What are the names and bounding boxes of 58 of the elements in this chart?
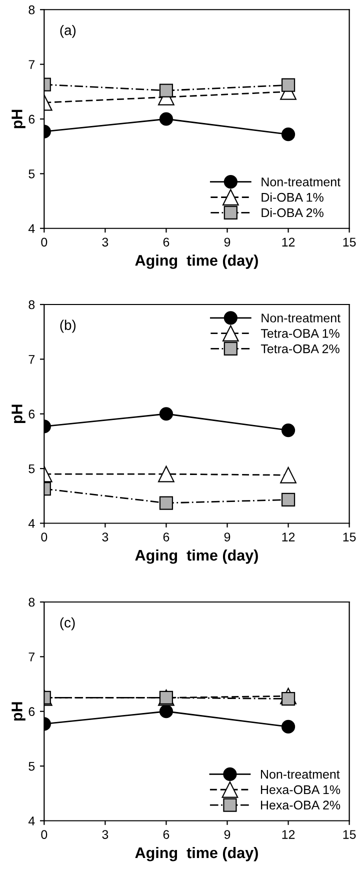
y-axis-title: pH [12, 702, 26, 721]
x-tick-label: 0 [41, 238, 48, 247]
y-tick-label: 7 [28, 652, 34, 662]
annotation: (a) [60, 24, 76, 38]
legend-label: Non-treatment [262, 178, 340, 186]
y-tick-label: 5 [28, 762, 35, 771]
x-tick-label: 9 [224, 532, 230, 542]
x-tick-label: 15 [343, 532, 356, 542]
y-tick-label: 8 [28, 300, 35, 310]
legend-label: Di-OBA 2% [262, 208, 324, 218]
x-tick-label: 12 [282, 830, 295, 839]
y-tick-label: 5 [28, 464, 35, 474]
legend-label: Hexa-OBA 2% [260, 800, 340, 810]
y-tick-label: 6 [28, 410, 35, 419]
x-tick-label: 12 [282, 238, 295, 246]
x-tick-label: 12 [282, 532, 295, 542]
legend-label: Tetra-OBA 1% [260, 328, 340, 338]
point [281, 78, 296, 92]
x-tick-label: 3 [102, 532, 108, 542]
y-axis-title: pH [12, 404, 26, 424]
x-axis-title: Aging time (day) [135, 549, 258, 564]
legend-label: Non-treatment [260, 770, 340, 779]
y-tick-label: 6 [28, 707, 35, 716]
x-axis-title: Aging time (day) [135, 846, 258, 862]
point [281, 492, 296, 507]
y-tick-label: 4 [28, 224, 35, 233]
annotation: (c) [60, 617, 75, 630]
legend-label: Di-OBA 1% [262, 192, 324, 202]
x-tick-label: 0 [41, 830, 48, 839]
y-tick-label: 6 [28, 114, 35, 124]
point [281, 720, 296, 734]
y-tick-label: 5 [28, 170, 35, 178]
annotation: (b) [60, 320, 76, 333]
x-tick-label: 3 [102, 830, 108, 839]
x-tick-label: 6 [163, 830, 170, 839]
y-tick-label: 8 [28, 598, 35, 607]
y-axis-title: pH [12, 110, 26, 128]
y-tick-label: 4 [28, 519, 35, 528]
y-tick-label: 8 [28, 5, 35, 14]
point [280, 466, 296, 484]
x-tick-label: 6 [163, 238, 170, 247]
legend-label: Tetra-OBA 2% [260, 344, 340, 354]
point [281, 692, 296, 706]
y-tick-label: 7 [28, 355, 34, 364]
x-tick-label: 15 [343, 238, 356, 247]
y-tick-label: 7 [28, 60, 34, 69]
x-tick-label: 6 [163, 532, 170, 542]
x-tick-label: 9 [224, 830, 230, 839]
point [281, 423, 296, 438]
x-axis-title: Aging time (day) [135, 254, 258, 269]
x-tick-label: 15 [343, 830, 356, 839]
x-tick-label: 3 [102, 238, 108, 247]
legend-label: Non-treatment [262, 314, 340, 322]
x-tick-label: 0 [41, 532, 48, 542]
y-tick-label: 4 [28, 816, 35, 826]
legend-label: Hexa-OBA 1% [260, 785, 340, 794]
x-tick-label: 9 [224, 238, 230, 247]
point [281, 128, 296, 142]
